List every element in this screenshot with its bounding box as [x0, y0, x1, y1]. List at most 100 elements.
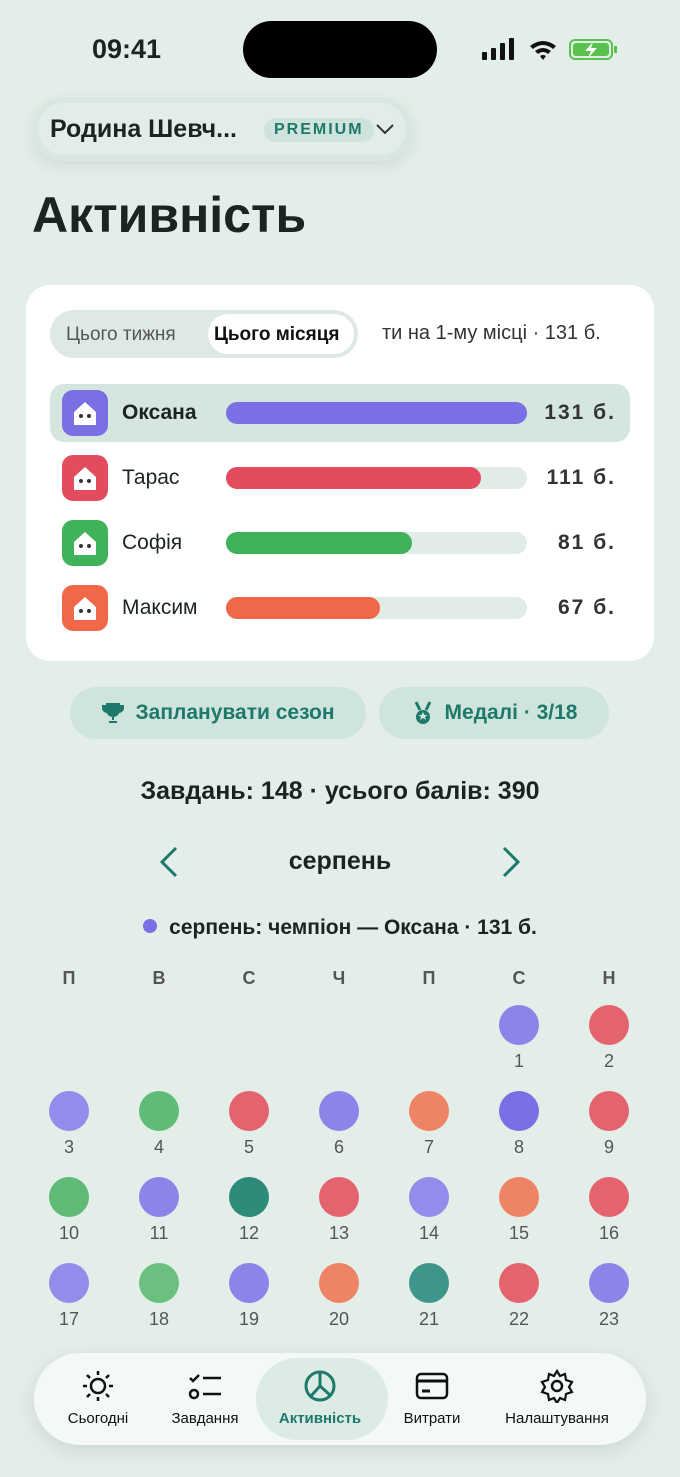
day-dot[interactable]	[409, 1177, 449, 1217]
nav-label[interactable]: Витрати	[403, 1410, 461, 1427]
day-number: 22	[508, 1309, 530, 1329]
day-number: 18	[148, 1309, 170, 1329]
day-number: 17	[58, 1309, 80, 1329]
day-number: 21	[418, 1309, 440, 1329]
premium-badge: PREMIUM	[264, 118, 374, 142]
day-dot[interactable]	[49, 1263, 89, 1303]
member-name: Тарас	[122, 466, 180, 489]
member-name: Оксана	[122, 401, 197, 424]
period-tab[interactable]: Цього тижня	[66, 324, 176, 345]
month-label: серпень	[288, 847, 392, 875]
day-dot[interactable]	[589, 1263, 629, 1303]
page-title: Активність	[32, 187, 307, 243]
day-number: 5	[243, 1137, 254, 1157]
day-dot[interactable]	[589, 1177, 629, 1217]
day-number: 9	[603, 1137, 614, 1157]
score-bar	[226, 467, 482, 489]
champion-dot	[143, 919, 158, 933]
dynamic-island	[243, 21, 437, 78]
weekday: П	[422, 968, 436, 988]
day-dot[interactable]	[319, 1091, 359, 1131]
day-dot[interactable]	[139, 1177, 179, 1217]
day-dot[interactable]	[499, 1091, 539, 1131]
score-label: 131 б.	[544, 401, 616, 424]
button-label: Запланувати сезон	[135, 701, 335, 724]
day-number: 3	[63, 1137, 74, 1157]
next-month[interactable]	[498, 845, 524, 879]
day-dot[interactable]	[229, 1091, 269, 1131]
prev-month[interactable]	[156, 845, 182, 879]
avatar-icon	[74, 532, 96, 555]
day-number: 10	[58, 1223, 80, 1243]
day-dot[interactable]	[319, 1263, 359, 1303]
score-bar	[226, 532, 413, 554]
nav-glyph	[540, 1368, 574, 1406]
day-number: 8	[513, 1137, 524, 1157]
day-dot[interactable]	[139, 1091, 179, 1131]
medal-icon	[414, 701, 431, 724]
nav-icon[interactable]	[188, 1369, 222, 1403]
medals-button[interactable]: Медалі · 3/18	[379, 687, 609, 739]
trophy-icon	[102, 703, 125, 723]
summary: Завдань: 148 · усього балів: 390	[140, 777, 540, 805]
nav-icon[interactable]	[540, 1368, 574, 1406]
champion-line: серпень: чемпіон — Оксана · 131 б.	[0, 916, 680, 940]
weekday: С	[242, 968, 256, 988]
day-dot[interactable]	[499, 1005, 539, 1045]
nav-icon[interactable]	[415, 1369, 449, 1403]
day-dot[interactable]	[229, 1177, 269, 1217]
day-dot[interactable]	[319, 1177, 359, 1217]
day-number: 15	[508, 1223, 530, 1243]
score-label: 111 б.	[546, 466, 616, 489]
day-dot[interactable]	[49, 1091, 89, 1131]
family-name: Родина Шевч...	[50, 115, 237, 143]
nav-icon[interactable]	[303, 1369, 337, 1403]
period-tab[interactable]: Цього місяця	[214, 324, 340, 345]
nav-label[interactable]: Активність	[278, 1410, 362, 1427]
avatar	[62, 390, 108, 436]
status-icons	[482, 38, 617, 60]
score-label: 67 б.	[558, 596, 616, 619]
day-number: 19	[238, 1309, 260, 1329]
avatar-icon	[74, 402, 96, 425]
day-number: 13	[328, 1223, 350, 1243]
day-number: 16	[598, 1223, 620, 1243]
nav-glyph	[83, 1371, 113, 1401]
day-number: 1	[513, 1051, 524, 1071]
day-dot[interactable]	[499, 1263, 539, 1303]
day-number: 2	[603, 1051, 614, 1071]
day-dot[interactable]	[589, 1005, 629, 1045]
score-bar	[226, 597, 380, 619]
weekday: Н	[602, 968, 616, 988]
avatar-icon	[74, 467, 96, 490]
day-dot[interactable]	[409, 1091, 449, 1131]
avatar	[62, 520, 108, 566]
weekday: П	[62, 968, 76, 988]
weekday: В	[152, 968, 166, 988]
day-number: 6	[333, 1137, 344, 1157]
day-dot[interactable]	[409, 1263, 449, 1303]
avatar	[62, 585, 108, 631]
avatar-icon	[74, 597, 96, 620]
status-time: 09:41	[92, 34, 162, 64]
chevron-down	[376, 124, 394, 135]
day-dot[interactable]	[589, 1091, 629, 1131]
rank-note: ти на 1-му місці · 131 б.	[382, 322, 601, 344]
day-dot[interactable]	[49, 1177, 89, 1217]
button-label: Медалі · 3/18	[444, 701, 578, 724]
nav-icon[interactable]	[81, 1369, 115, 1403]
nav-label[interactable]: Налаштування	[505, 1410, 609, 1427]
plan-season-button[interactable]: Запланувати сезон	[70, 687, 366, 739]
nav-label[interactable]: Сьогодні	[67, 1410, 129, 1427]
member-name: Максим	[122, 596, 198, 619]
day-number: 4	[153, 1137, 164, 1157]
day-dot[interactable]	[229, 1263, 269, 1303]
tab-active-bg	[208, 314, 354, 354]
day-dot[interactable]	[499, 1177, 539, 1217]
day-dot[interactable]	[139, 1263, 179, 1303]
weekday: Ч	[332, 968, 346, 988]
nav-glyph	[188, 1374, 221, 1400]
day-number: 11	[149, 1223, 169, 1243]
nav-label[interactable]: Завдання	[171, 1410, 239, 1427]
